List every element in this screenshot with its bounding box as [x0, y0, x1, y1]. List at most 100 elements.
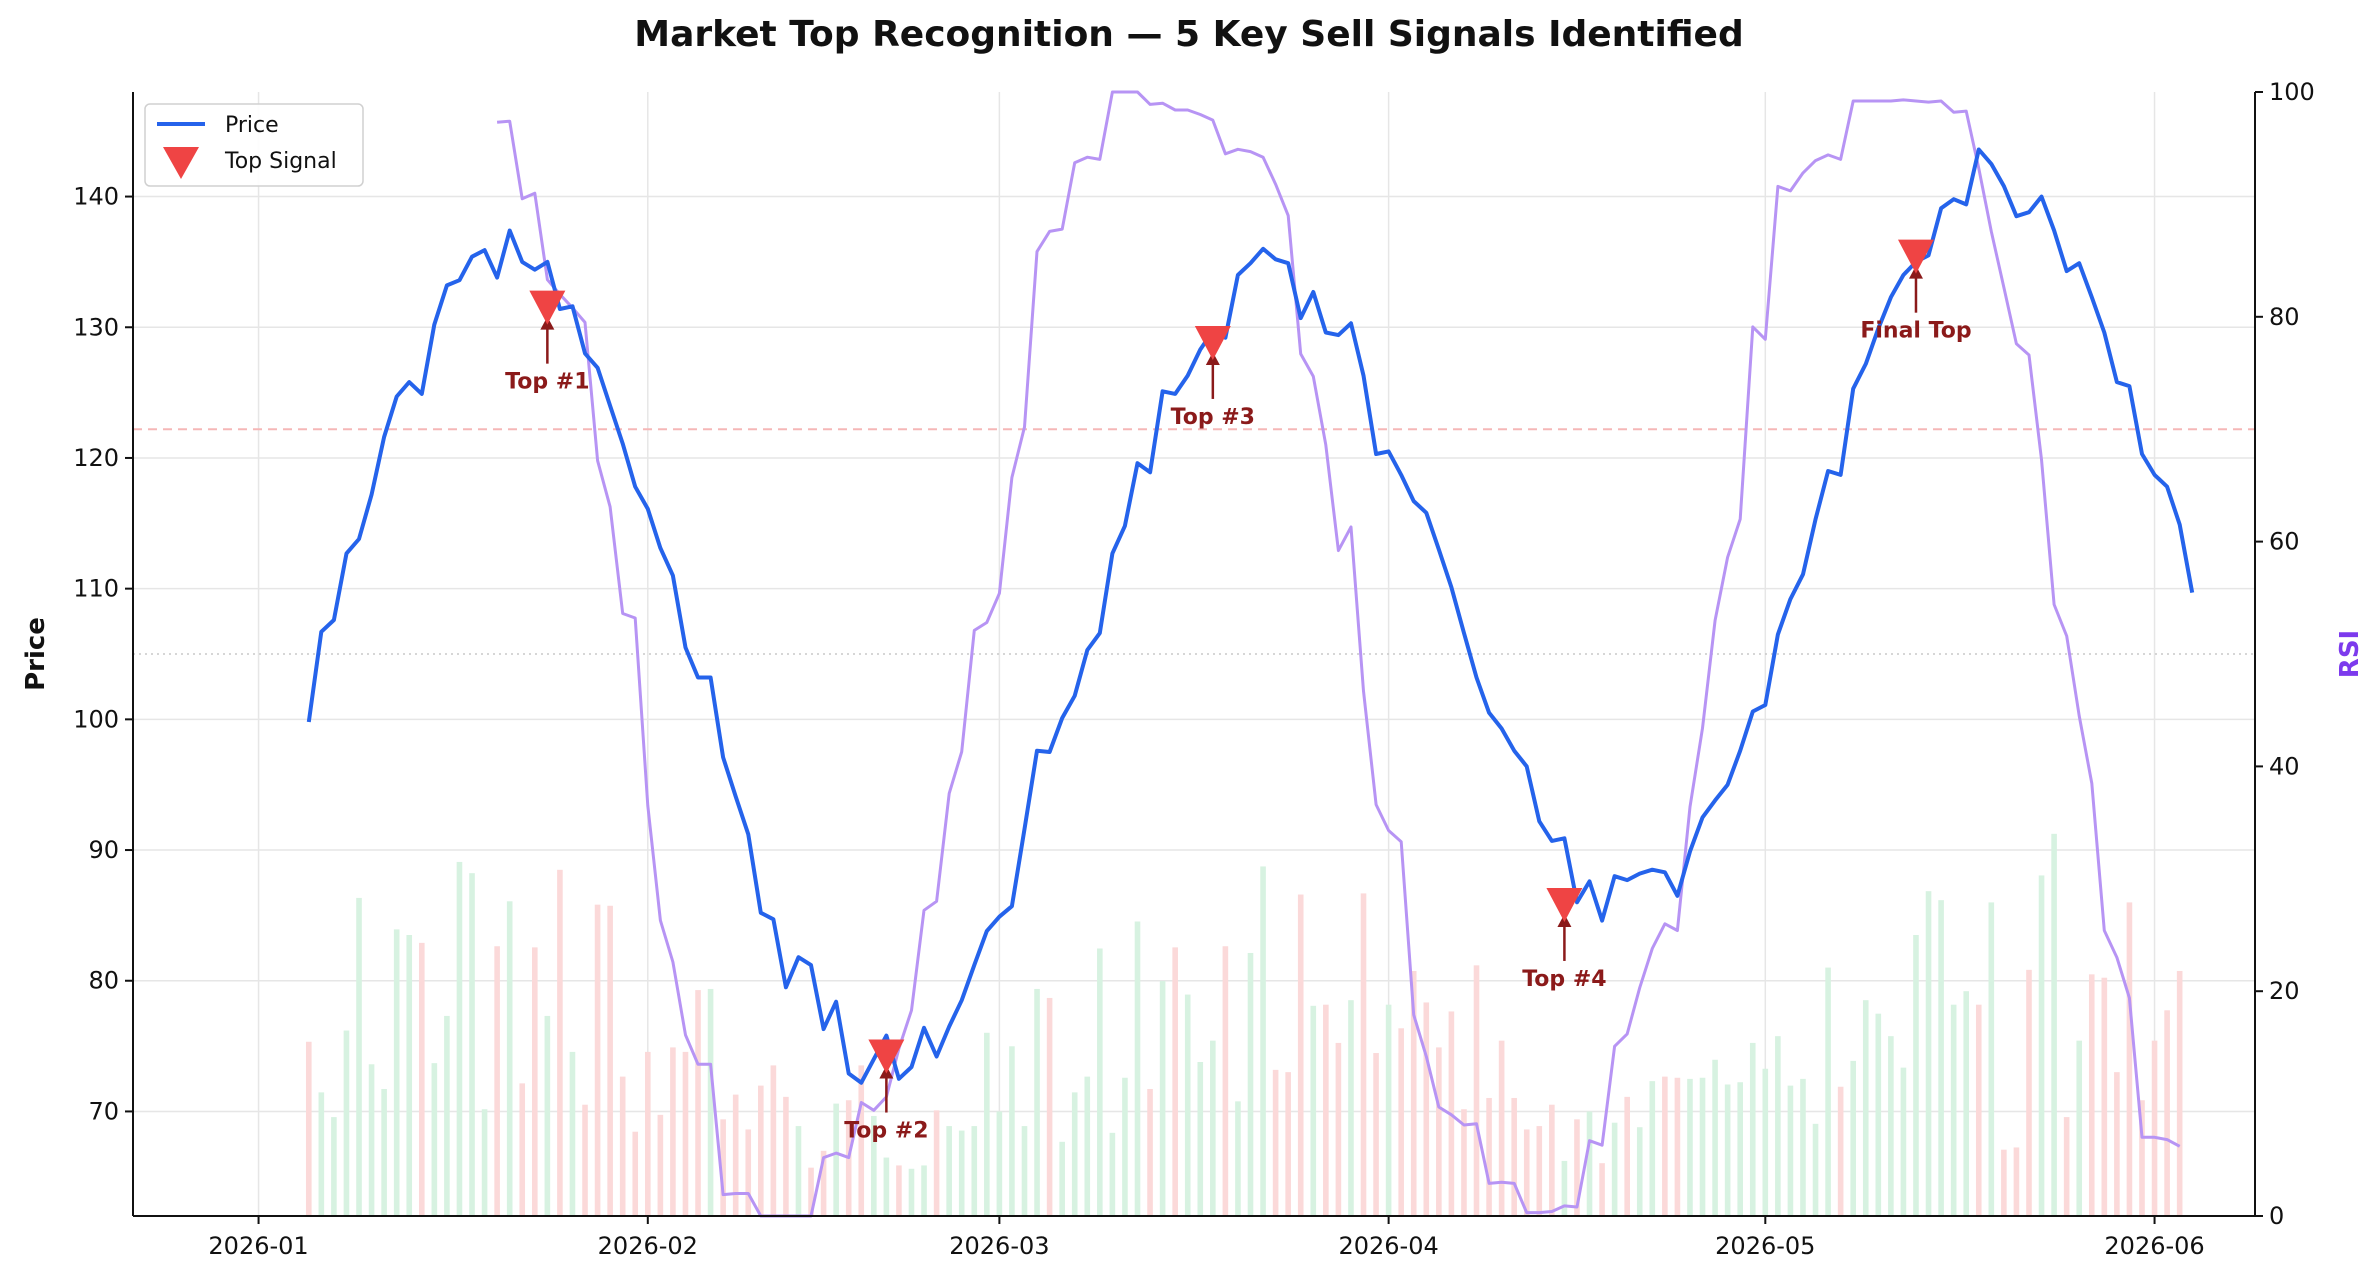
- y-tick-label: 80: [88, 967, 119, 995]
- volume-bar: [2001, 1149, 2007, 1216]
- volume-bar: [594, 904, 601, 1216]
- volume-bar: [1360, 893, 1367, 1216]
- volume-bar: [456, 861, 463, 1216]
- volume-bar: [1586, 1111, 1593, 1216]
- volume-bar: [896, 1165, 902, 1216]
- volume-bar: [1762, 1068, 1769, 1216]
- volume-bar: [1034, 988, 1040, 1216]
- legend-signal-label: Top Signal: [224, 149, 337, 174]
- volume-bar: [858, 1065, 865, 1216]
- volume-bar: [418, 942, 425, 1216]
- x-tick-label: 2026-01: [208, 1232, 308, 1260]
- volume-bar: [1097, 948, 1103, 1216]
- volume-bar: [544, 1015, 551, 1216]
- volume-bar: [1624, 1096, 1630, 1216]
- volume-bar: [921, 1165, 927, 1216]
- volume-bar: [2176, 970, 2183, 1216]
- volume-bar: [1222, 946, 1229, 1216]
- y2-tick-label: 80: [2269, 303, 2300, 331]
- volume-bar: [1787, 1085, 1794, 1216]
- volume-bar: [1210, 1040, 1216, 1216]
- volume-bar: [368, 1064, 375, 1216]
- volume-bar: [1888, 1036, 1894, 1216]
- volume-bar: [720, 1119, 726, 1216]
- volume-bar: [958, 1130, 965, 1216]
- top-signal-4: Top #4: [1522, 887, 1607, 992]
- volume-bar: [469, 873, 475, 1216]
- volume-bar: [2038, 875, 2045, 1216]
- volume-bar: [2088, 974, 2095, 1216]
- volume-bar: [1197, 1062, 1204, 1216]
- volume-bar: [1775, 1036, 1781, 1216]
- volume-bar: [2026, 969, 2032, 1216]
- volume-bar: [1009, 1046, 1015, 1216]
- volume-bar: [519, 1083, 526, 1216]
- volume-bar: [996, 1111, 1003, 1216]
- volume-bar: [670, 1047, 676, 1216]
- volume-bar: [1297, 894, 1304, 1216]
- volume-bar: [1021, 1126, 1028, 1216]
- volume-bar: [381, 1088, 387, 1216]
- volume-bar: [1975, 1004, 1982, 1216]
- volume-bar: [1875, 1013, 1882, 1216]
- volume-bar: [1812, 1123, 1819, 1216]
- volume-bar: [481, 1109, 488, 1216]
- volume-bar: [758, 1085, 764, 1216]
- volume-bar: [1561, 1160, 1568, 1216]
- volume-bar: [1749, 1042, 1756, 1216]
- volume-bar: [1335, 1042, 1342, 1216]
- volume-bar: [1900, 1067, 1907, 1216]
- y2-tick-label: 20: [2269, 977, 2300, 1005]
- volume-bar: [1473, 965, 1480, 1216]
- volume-bar: [506, 901, 513, 1216]
- volume-bar: [1950, 1004, 1957, 1216]
- volume-bar: [908, 1168, 915, 1216]
- volume-bar: [1247, 952, 1254, 1216]
- y2-tick-label: 40: [2269, 752, 2300, 780]
- signal-label: Top #1: [505, 370, 589, 395]
- volume-bar: [444, 1015, 450, 1216]
- volume-bar: [1536, 1126, 1543, 1216]
- volume-bar: [732, 1094, 739, 1216]
- volume-bar: [1925, 891, 1932, 1216]
- volume-bar: [2013, 1147, 2020, 1216]
- volume-bar: [1272, 1069, 1279, 1216]
- volume-bar: [1373, 1053, 1379, 1216]
- y-tick-label: 120: [73, 444, 119, 472]
- y-tick-label: 100: [73, 705, 119, 733]
- volume-bar: [971, 1126, 978, 1216]
- volume-bar: [657, 1114, 664, 1216]
- volume-bar: [1913, 935, 1919, 1216]
- volume-bar: [645, 1051, 651, 1216]
- volume-bar: [1172, 947, 1178, 1216]
- volume-bar: [1549, 1104, 1555, 1216]
- y-tick-label: 70: [88, 1097, 119, 1125]
- y2-tick-label: 0: [2269, 1202, 2284, 1230]
- volume-bar: [1147, 1088, 1153, 1216]
- volume-bar: [582, 1104, 588, 1216]
- volume-bar: [1159, 981, 1166, 1216]
- volume-bar: [946, 1126, 952, 1216]
- price-series: [306, 147, 2195, 1085]
- volume-bar: [1724, 1084, 1731, 1216]
- top-signal-2: Top #2: [844, 1039, 929, 1144]
- volume-bar: [356, 897, 362, 1216]
- top-signal-5: Final Top: [1860, 239, 1972, 344]
- volume-bar: [1436, 1047, 1442, 1216]
- volume-bar: [1649, 1081, 1656, 1216]
- rsi-reference-lines: [133, 428, 2255, 655]
- volume-bar: [883, 1157, 890, 1216]
- price-line: [306, 147, 2195, 1085]
- volume-bar: [1071, 1092, 1078, 1216]
- chart-title: Market Top Recognition — 5 Key Sell Sign…: [634, 14, 1743, 55]
- top-signal-3: Top #3: [1171, 325, 1255, 430]
- axes: 70 80 90 100 110 120 130 140 0 20 40 60 80 100 2026-01…: [73, 78, 2315, 1260]
- signal-label: Final Top: [1860, 319, 1971, 344]
- volume-bar: [1712, 1059, 1718, 1216]
- signal-label: Top #2: [844, 1119, 928, 1144]
- volume-bar: [569, 1051, 576, 1216]
- y2-tick-label: 100: [2269, 78, 2315, 106]
- volume-bar: [2151, 1040, 2158, 1216]
- volume-bar: [431, 1063, 438, 1216]
- y-tick-label: 110: [73, 575, 119, 603]
